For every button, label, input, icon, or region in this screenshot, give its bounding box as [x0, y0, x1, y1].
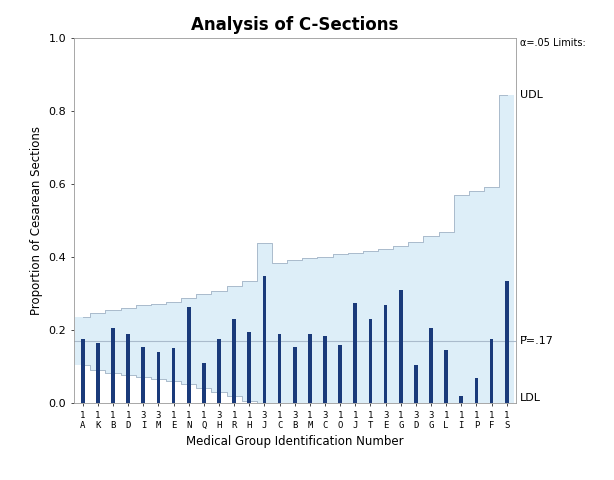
Bar	[263, 276, 266, 403]
Bar	[172, 348, 176, 403]
Bar	[202, 363, 206, 403]
Bar	[187, 307, 190, 403]
Bar	[96, 343, 100, 403]
Bar	[81, 339, 85, 403]
Bar	[293, 347, 297, 403]
Bar	[217, 339, 221, 403]
Bar	[459, 396, 463, 403]
Text: α=.05 Limits:: α=.05 Limits:	[520, 38, 586, 48]
Bar	[368, 319, 372, 403]
Bar	[338, 345, 342, 403]
Bar	[384, 305, 387, 403]
Bar	[399, 290, 403, 403]
Text: P̅=.17: P̅=.17	[520, 336, 554, 346]
X-axis label: Medical Group Identification Number: Medical Group Identification Number	[186, 435, 403, 448]
Bar	[414, 365, 418, 403]
Bar	[111, 328, 115, 403]
Bar	[141, 347, 146, 403]
Bar	[444, 350, 448, 403]
Title: Analysis of C-Sections: Analysis of C-Sections	[191, 16, 398, 34]
Bar	[323, 336, 327, 403]
Bar	[126, 334, 130, 403]
Bar	[278, 334, 281, 403]
Bar	[247, 332, 251, 403]
Bar	[505, 281, 508, 403]
Bar	[354, 303, 357, 403]
Bar	[232, 319, 236, 403]
Bar	[308, 334, 312, 403]
Bar	[157, 352, 160, 403]
Bar	[475, 378, 478, 403]
Bar	[489, 339, 494, 403]
Y-axis label: Proportion of Cesarean Sections: Proportion of Cesarean Sections	[29, 126, 43, 315]
Bar	[429, 328, 433, 403]
Text: UDL: UDL	[520, 90, 543, 100]
Text: LDL: LDL	[520, 393, 541, 403]
